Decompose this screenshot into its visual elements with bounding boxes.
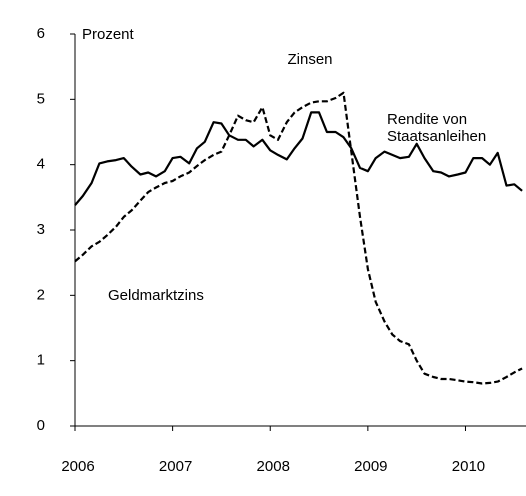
y-tick-label: 6 [37,25,45,42]
x-tick-label: 2007 [159,458,192,475]
y-tick-label: 4 [37,156,45,173]
y-tick-label: 2 [37,286,45,303]
y-axis-label: Prozent [82,26,135,43]
y-tick-label: 0 [37,417,45,434]
y-tick-label: 1 [37,352,45,369]
y-tick-label: 3 [37,221,45,238]
x-tick-label: 2010 [452,458,485,475]
x-tick-label: 2006 [61,458,94,475]
x-tick-label: 2008 [257,458,290,475]
chart-title: Zinsen [287,51,332,68]
x-tick-label: 2009 [354,458,387,475]
annotation: Geldmarktzins [108,287,204,304]
series-line [74,91,523,385]
annotation: Staatsanleihen [387,128,486,145]
annotation: Rendite von [387,111,467,128]
series-line [74,111,523,206]
y-tick-label: 5 [37,90,45,107]
